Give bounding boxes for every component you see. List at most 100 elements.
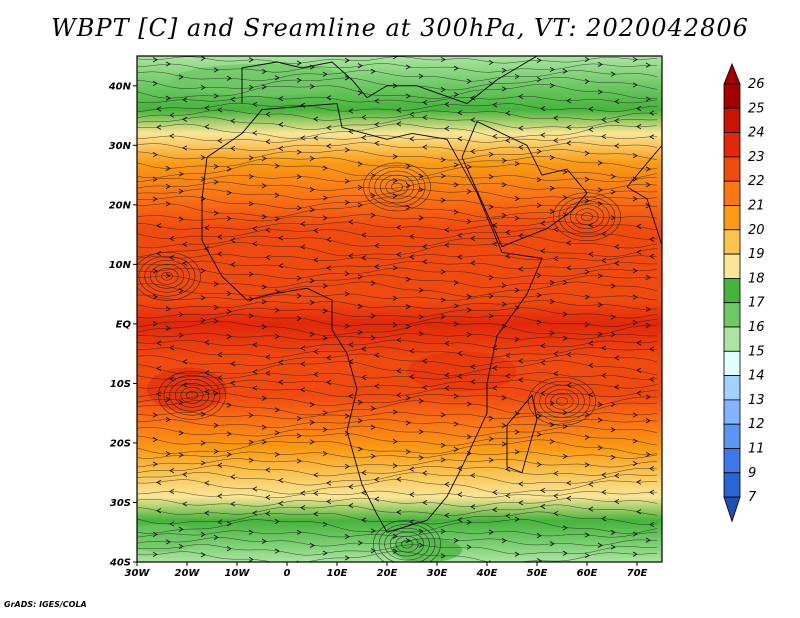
streamline-arrow [152, 531, 158, 537]
streamline-arrow [518, 481, 524, 487]
streamline-arrow [405, 420, 411, 426]
streamline-arrow [248, 412, 254, 418]
streamline-arrow [178, 216, 184, 222]
streamline-arrow [278, 235, 284, 241]
madagascar-coastline [506, 394, 538, 474]
streamline-arrow [309, 299, 315, 306]
streamline [137, 56, 658, 64]
streamline-arrow [457, 232, 463, 238]
streamline [137, 253, 658, 261]
streamline [137, 530, 657, 538]
streamline [137, 175, 658, 183]
streamline-arrow [182, 260, 188, 266]
vortex-ring [169, 379, 215, 412]
streamline-arrow [182, 471, 188, 477]
streamline-arrow [309, 278, 315, 284]
streamline-arrow [313, 472, 319, 478]
streamline-arrow [152, 294, 158, 300]
streamline-arrow [152, 412, 158, 418]
streamline-arrow [322, 283, 328, 289]
colorbar-segment [723, 229, 741, 255]
streamline-arrow [632, 320, 638, 326]
streamline-arrow [549, 155, 555, 161]
streamline-arrow [549, 541, 555, 547]
streamline-arrow [169, 521, 175, 527]
streamline-arrow [505, 253, 511, 259]
streamline-arrow [566, 98, 572, 104]
streamline-arrow [562, 311, 568, 317]
streamline-arrow [165, 539, 171, 545]
streamline-arrow [588, 340, 594, 346]
streamline-arrow [614, 355, 620, 361]
lat-tick-label: 40N [108, 81, 132, 92]
streamline-arrow [418, 215, 424, 221]
streamline [137, 84, 658, 100]
streamline-arrow [566, 351, 572, 358]
streamline-arrow [444, 126, 450, 132]
lat-tick-label: 10N [109, 260, 132, 271]
colorbar-segment [723, 326, 741, 352]
streamline-arrow [357, 90, 363, 96]
streamline-arrow [296, 77, 302, 83]
streamline-arrow [549, 400, 555, 406]
streamline-arrow [584, 552, 590, 559]
streamline-arrow [156, 391, 162, 397]
lon-tick-label: 30E [427, 568, 448, 579]
colorbar: 26 25 24 23 22 21 20 19 18 17 16 15 14 13 12 11 9 7 [723, 62, 765, 523]
streamline [137, 511, 658, 525]
streamline-arrow [357, 418, 363, 424]
streamline-arrow [466, 401, 472, 407]
streamline-arrow [514, 196, 520, 202]
streamline-arrow [361, 135, 367, 141]
streamline-arrow [396, 368, 402, 374]
streamline-arrow [178, 526, 184, 532]
streamline-arrow [597, 201, 603, 207]
streamline-arrow [649, 110, 655, 116]
streamline-arrow [200, 155, 206, 161]
streamline-arrow [645, 537, 651, 543]
streamline-arrow [252, 510, 258, 516]
streamline-arrow [392, 548, 398, 554]
streamline-arrow [226, 521, 232, 527]
streamline-arrow [636, 249, 642, 255]
streamline-arrow [152, 268, 158, 274]
streamline-arrow [540, 503, 546, 509]
streamline-arrow [357, 399, 363, 405]
colorbar-label: 14 [748, 369, 765, 384]
streamline-arrow [274, 451, 280, 457]
streamline-arrow [300, 135, 306, 141]
streamline-arrow [597, 273, 603, 279]
streamline-arrow [492, 345, 498, 351]
streamline-arrow [610, 454, 616, 460]
streamline-arrow [152, 321, 158, 327]
streamline-arrow [169, 468, 175, 474]
streamline-arrow [300, 387, 306, 393]
streamline-arrow [204, 389, 210, 395]
streamline-arrow [549, 66, 555, 73]
streamline-arrow [226, 291, 232, 297]
streamline-arrow [370, 424, 376, 430]
streamline-arrow [230, 501, 236, 507]
colorbar-segment [723, 472, 741, 498]
streamline-arrow [169, 376, 175, 382]
streamline-arrow [165, 165, 171, 171]
lat-tick-label: 30S [110, 498, 131, 509]
streamline-arrow [457, 517, 463, 523]
streamline-arrow [392, 463, 398, 469]
vortex-ring [533, 380, 591, 422]
streamline-arrow [584, 56, 590, 62]
streamline-arrow [562, 550, 568, 556]
streamline-arrow [518, 93, 524, 100]
streamline-arrow [200, 295, 206, 301]
streamline-arrow [226, 431, 232, 437]
streamline-arrow [457, 254, 463, 260]
streamline-arrow [553, 137, 559, 144]
streamline-arrow [248, 84, 254, 90]
streamline-arrow [296, 174, 302, 180]
streamline-arrow [226, 309, 232, 315]
streamline-arrow [296, 315, 302, 321]
streamline-arrow [614, 118, 620, 124]
streamline-arrow [549, 185, 555, 191]
streamline-arrow [396, 107, 402, 113]
